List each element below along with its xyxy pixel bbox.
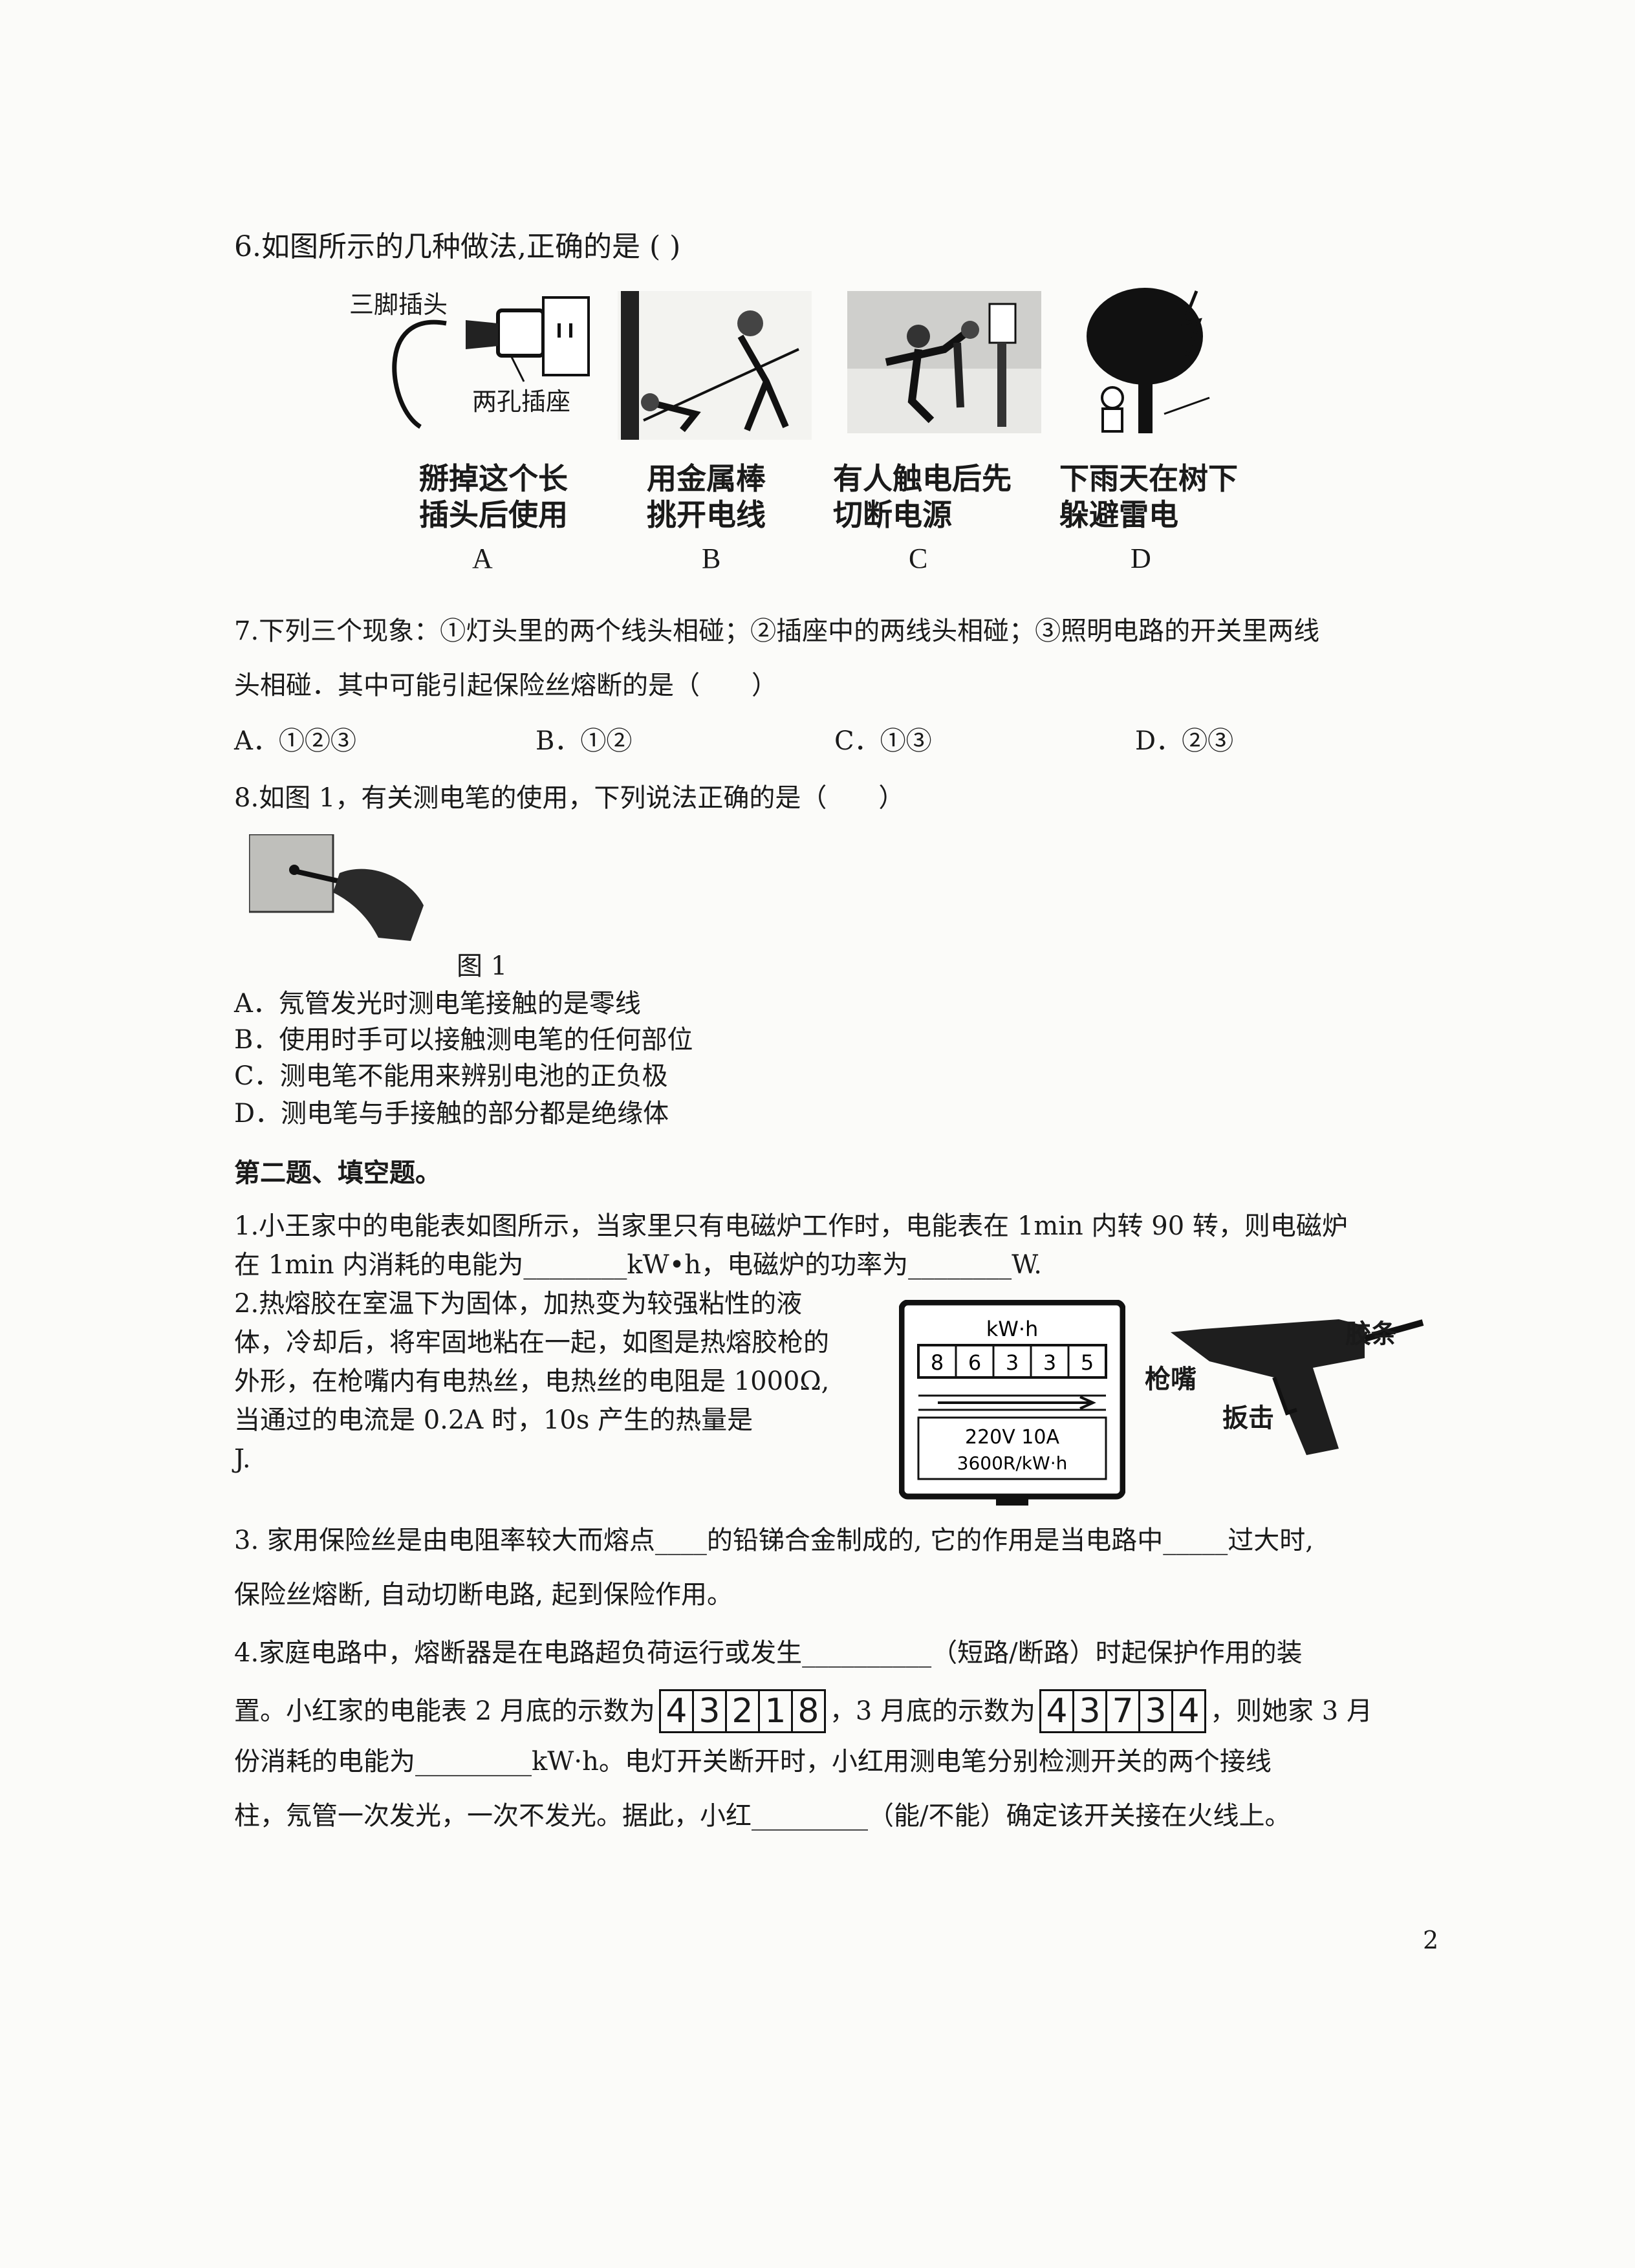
page-number: 2 <box>1423 1926 1438 1954</box>
energy-meter-illustration: kW·h 8 6 3 3 5 220V 10A 3600R/kW·h <box>899 1300 1125 1507</box>
q7-option-d: D．②③ <box>1135 726 1233 757</box>
q8-option-b: B．使用时手可以接触测电笔的任何部位 <box>234 1024 693 1055</box>
q6-question: 6.如图所示的几种做法,正确的是 ( ) <box>234 230 680 265</box>
q8-question: 8.如图 1，有关测电笔的使用，下列说法正确的是（ ） <box>234 783 904 814</box>
option-letter-b: B <box>702 542 720 575</box>
label-two-hole-socket: 两孔插座 <box>472 382 570 417</box>
f4-line2: 置。小红家的电能表 2 月底的示数为 4 3 2 1 8 ，3 月底的示数为 4… <box>234 1689 1372 1733</box>
label-trigger: 扳击 <box>1222 1397 1274 1434</box>
meter-digit: 6 <box>968 1350 981 1375</box>
reading-digit: 2 <box>727 1691 760 1731</box>
option-letter-d: D <box>1131 542 1151 575</box>
f2-line3: 外形，在枪嘴内有电热丝，电热丝的电阻是 1000Ω, <box>234 1366 829 1397</box>
caption-c-line2: 切断电源 <box>833 497 952 534</box>
option-letter-c: C <box>909 542 927 575</box>
q7-option-c: C．①③ <box>834 726 932 757</box>
q8-option-d: D．测电笔与手接触的部分都是绝缘体 <box>234 1098 669 1129</box>
f4-line2-part2: ，3 月底的示数为 <box>830 1696 1035 1727</box>
f2-line4: 当通过的电流是 0.2A 时，10s 产生的热量是 <box>234 1405 753 1436</box>
f4-line1: 4.家庭电路中，熔断器是在电路超负荷运行或发生__________（短路/断路）… <box>234 1637 1303 1669</box>
f2-line5: J. <box>234 1443 251 1474</box>
meter-digit: 5 <box>1081 1350 1094 1375</box>
reading-digit: 4 <box>1041 1691 1074 1731</box>
reading-digit: 3 <box>1140 1691 1173 1731</box>
test-pen-illustration <box>249 834 443 944</box>
meter-unit: kW·h <box>986 1317 1039 1341</box>
f4-line2-part1: 置。小红家的电能表 2 月底的示数为 <box>234 1696 655 1727</box>
reading-digit: 4 <box>1173 1691 1204 1731</box>
cut-power-illustration <box>847 291 1041 433</box>
f4-line4: 柱，氖管一次发光，一次不发光。据此，小红_________（能/不能）确定该开关… <box>234 1800 1290 1831</box>
f2-line2: 体，冷却后，将牢固地粘在一起，如图是热熔胶枪的 <box>234 1327 829 1358</box>
meter-digit: 3 <box>1006 1350 1019 1375</box>
q8-figure-label: 图 1 <box>457 951 507 982</box>
caption-d-line2: 躲避雷电 <box>1059 497 1178 534</box>
f3-line2: 保险丝熔断, 自动切断电路, 起到保险作用。 <box>234 1579 733 1610</box>
q6-figure-b <box>618 291 812 440</box>
f4-line2-part3: ，则她家 3 月 <box>1210 1696 1372 1727</box>
reading-digit: 1 <box>760 1691 793 1731</box>
caption-b-line1: 用金属棒 <box>647 460 766 498</box>
reading-box-feb: 4 3 2 1 8 <box>659 1689 826 1733</box>
section-title: 第二题、填空题。 <box>234 1158 441 1189</box>
q7-option-b: B．①② <box>536 726 632 757</box>
tree-lightning-illustration <box>1074 285 1229 440</box>
metal-rod-illustration <box>618 291 812 440</box>
f1-line2: 在 1min 内消耗的电能为________kW•h，电磁炉的功率为______… <box>234 1249 1042 1280</box>
f4-line3: 份消耗的电能为_________kW·h。电灯开关断开时，小红用测电笔分别检测开… <box>234 1746 1272 1777</box>
reading-digit: 8 <box>793 1691 824 1731</box>
caption-b-line2: 挑开电线 <box>647 497 766 534</box>
q8-figure-1 <box>249 834 443 944</box>
q7-option-a: A．①②③ <box>234 726 356 757</box>
f1-line1: 1.小王家中的电能表如图所示，当家里只有电磁炉工作时，电能表在 1min 内转 … <box>234 1211 1348 1242</box>
caption-c-line1: 有人触电后先 <box>833 460 1012 498</box>
label-nozzle: 枪嘴 <box>1145 1358 1196 1396</box>
q8-option-a: A．氖管发光时测电笔接触的是零线 <box>234 988 641 1019</box>
meter-rating: 220V 10A <box>965 1426 1059 1449</box>
label-glue-stick: 胶条 <box>1345 1313 1397 1350</box>
reading-digit: 4 <box>661 1691 694 1731</box>
label-three-pin-plug: 三脚插头 <box>349 285 448 320</box>
reading-digit: 3 <box>694 1691 727 1731</box>
caption-a-line2: 插头后使用 <box>419 497 568 534</box>
q8-option-c: C．测电笔不能用来辨别电池的正负极 <box>234 1061 668 1092</box>
f3-line1: 3. 家用保险丝是由电阻率较大而熔点____的铅锑合金制成的, 它的作用是当电路… <box>234 1525 1314 1556</box>
reading-digit: 3 <box>1074 1691 1107 1731</box>
caption-d-line1: 下雨天在树下 <box>1059 460 1238 498</box>
reading-digit: 7 <box>1107 1691 1140 1731</box>
q7-line2: 头相碰．其中可能引起保险丝熔断的是（ ） <box>234 670 777 701</box>
option-letter-a: A <box>472 542 493 575</box>
meter-digit: 3 <box>1043 1350 1056 1375</box>
q6-figure-d <box>1074 285 1229 440</box>
energy-meter: kW·h 8 6 3 3 5 220V 10A 3600R/kW·h <box>899 1300 1125 1507</box>
meter-digit: 8 <box>931 1350 944 1375</box>
reading-box-mar: 4 3 7 3 4 <box>1039 1689 1206 1733</box>
meter-constant: 3600R/kW·h <box>957 1453 1068 1474</box>
q7-line1: 7.下列三个现象：①灯头里的两个线头相碰；②插座中的两线头相碰；③照明电路的开关… <box>234 616 1319 647</box>
q6-figure-c <box>847 291 1041 433</box>
caption-a-line1: 掰掉这个长 <box>419 460 568 498</box>
f2-line1: 2.热熔胶在室温下为固体，加热变为较强粘性的液 <box>234 1288 802 1319</box>
